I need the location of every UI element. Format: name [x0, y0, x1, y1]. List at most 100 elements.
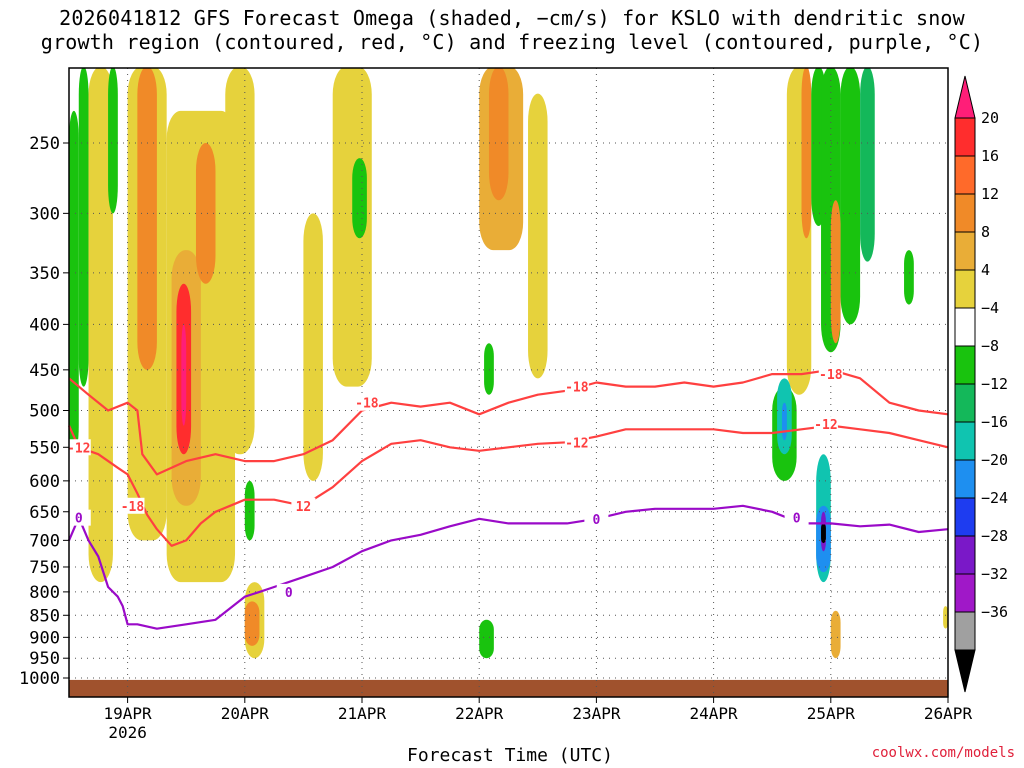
colorbar-label-0: 20: [981, 109, 999, 127]
contour-label-0-3: 0: [793, 512, 801, 527]
colorbar-label-12: −32: [981, 565, 1008, 583]
omega-shade-19: [488, 68, 509, 201]
x-tick-label-26APR: 26APR: [924, 704, 973, 723]
contour-layer: 0 0 0 0 -12 -18 12 -12 -12 -18 -18 -18: [66, 366, 949, 630]
omega-shade-28: [781, 402, 787, 441]
omega-shade-24: [801, 68, 812, 239]
y-tick-label-750: 750: [29, 558, 60, 578]
omega-shade-14: [244, 480, 255, 541]
x-tick-label-23APR: 23APR: [572, 704, 621, 723]
omega-shade-22: [528, 93, 548, 379]
contour-label-2-1: -18: [565, 381, 589, 396]
contour-label-bg: [120, 497, 145, 514]
colorbar-cell-3: [954, 231, 976, 271]
omega-shade-5: [137, 68, 157, 370]
y-tick-label-400: 400: [29, 315, 60, 335]
y-tick-label-650: 650: [29, 503, 60, 523]
contour-label-1-3: -12: [565, 436, 588, 451]
omega-shade-34: [830, 200, 841, 344]
omega-shade-13: [244, 601, 260, 646]
colorbar-cell-2: [954, 193, 976, 233]
contour-label-bg: [66, 439, 91, 456]
colorbar-top-arrow: [954, 75, 976, 119]
chart-title-line1: 2026041812 GFS Forecast Omega (shaded, −…: [59, 6, 965, 30]
contour-dendritic--12: [67, 424, 949, 547]
colorbar-label-13: −36: [981, 603, 1008, 621]
colorbar-label-9: −20: [981, 451, 1008, 469]
contour-label-0-1: 0: [285, 586, 293, 601]
omega-shade-36: [840, 68, 861, 325]
colorbar-bottom-arrow: [954, 649, 976, 693]
colorbar-cell-9: [954, 459, 976, 499]
colorbar-cell-8: [954, 421, 976, 461]
omega-shade-39: [943, 606, 948, 629]
colorbar-label-10: −24: [981, 489, 1008, 507]
colorbar-label-8: −16: [981, 413, 1008, 431]
colorbar-cell-11: [954, 535, 976, 575]
y-tick-label-950: 950: [29, 649, 60, 669]
contour-label-bg: [564, 378, 589, 395]
y-tick-label-300: 300: [29, 204, 60, 224]
omega-shade-1: [78, 68, 89, 387]
contour-label-bg: [813, 416, 838, 433]
omega-shade-38: [904, 250, 914, 305]
chart-title: 2026041812 GFS Forecast Omega (shaded, −…: [0, 6, 1024, 54]
credit-label: coolwx.com/models: [872, 745, 1015, 761]
omega-shade-35: [830, 610, 841, 659]
contour-label-bg: [276, 583, 301, 600]
contour-label-1-0: -12: [67, 441, 90, 456]
y-tick-label-500: 500: [29, 402, 60, 422]
colorbar-cell-7: [954, 383, 976, 423]
colorbar-label-4: 4: [981, 261, 990, 279]
omega-shade-15: [303, 213, 323, 481]
colorbar-cell-10: [954, 497, 976, 537]
y-tick-label-250: 250: [29, 134, 60, 154]
omega-shade-10: [195, 143, 216, 284]
colorbar-cell-12: [954, 573, 976, 613]
y-tick-label-850: 850: [29, 606, 60, 626]
contour-label-bg: [354, 394, 379, 411]
axis-layer: 2503003504004505005506006507007508008509…: [19, 67, 973, 742]
contour-label-0-2: 0: [592, 513, 600, 528]
contour-label-bg: [66, 509, 91, 526]
colorbar-cell-1: [954, 155, 976, 195]
colorbar-label-6: −8: [981, 337, 999, 355]
contour-label-1-4: -12: [814, 418, 837, 433]
colorbar-cell-0: [954, 117, 976, 157]
colorbar: 20 16 12 8 4 −4 −8 −12 −16 −20 −24 −28 −32 −36: [954, 75, 1008, 693]
y-tick-label-900: 900: [29, 628, 60, 648]
contour-freezing-level: [67, 504, 949, 630]
contour-label-bg: [564, 434, 589, 451]
contour-label-bg: [818, 366, 843, 383]
colorbar-label-3: 8: [981, 223, 990, 241]
terrain-band: [69, 679, 948, 697]
omega-shade-20: [479, 619, 494, 659]
x-tick-label-20APR: 20APR: [221, 704, 270, 723]
contour-label-0-0: 0: [75, 512, 83, 527]
y-tick-label-350: 350: [29, 264, 60, 284]
x-tick-label-24APR: 24APR: [690, 704, 739, 723]
x-axis-label: Forecast Time (UTC): [407, 745, 613, 766]
contour-label-2-2: -18: [819, 368, 843, 383]
x-tick-sublabel-19APR: 2026: [108, 723, 147, 742]
contour-label-bg: [291, 497, 316, 514]
y-tick-label-600: 600: [29, 472, 60, 492]
chart-title-line2: growth region (contoured, red, °C) and f…: [40, 30, 984, 54]
colorbar-label-5: −4: [981, 299, 999, 317]
x-tick-label-21APR: 21APR: [338, 704, 387, 723]
y-tick-label-800: 800: [29, 583, 60, 603]
contour-label-bg: [784, 509, 809, 526]
x-tick-label-22APR: 22APR: [455, 704, 504, 723]
omega-shade-16: [332, 68, 372, 387]
x-tick-label-25APR: 25APR: [807, 704, 856, 723]
plot-frame: [68, 67, 949, 698]
omega-shade-11: [225, 68, 255, 455]
omega-shade-21: [484, 343, 494, 395]
colorbar-cell-5: [954, 307, 976, 347]
colorbar-cell-6: [954, 345, 976, 385]
contour-label-1-2: 12: [296, 500, 312, 515]
y-tick-label-550: 550: [29, 438, 60, 458]
omega-shade-37: [860, 68, 875, 262]
y-tick-label-450: 450: [29, 361, 60, 381]
